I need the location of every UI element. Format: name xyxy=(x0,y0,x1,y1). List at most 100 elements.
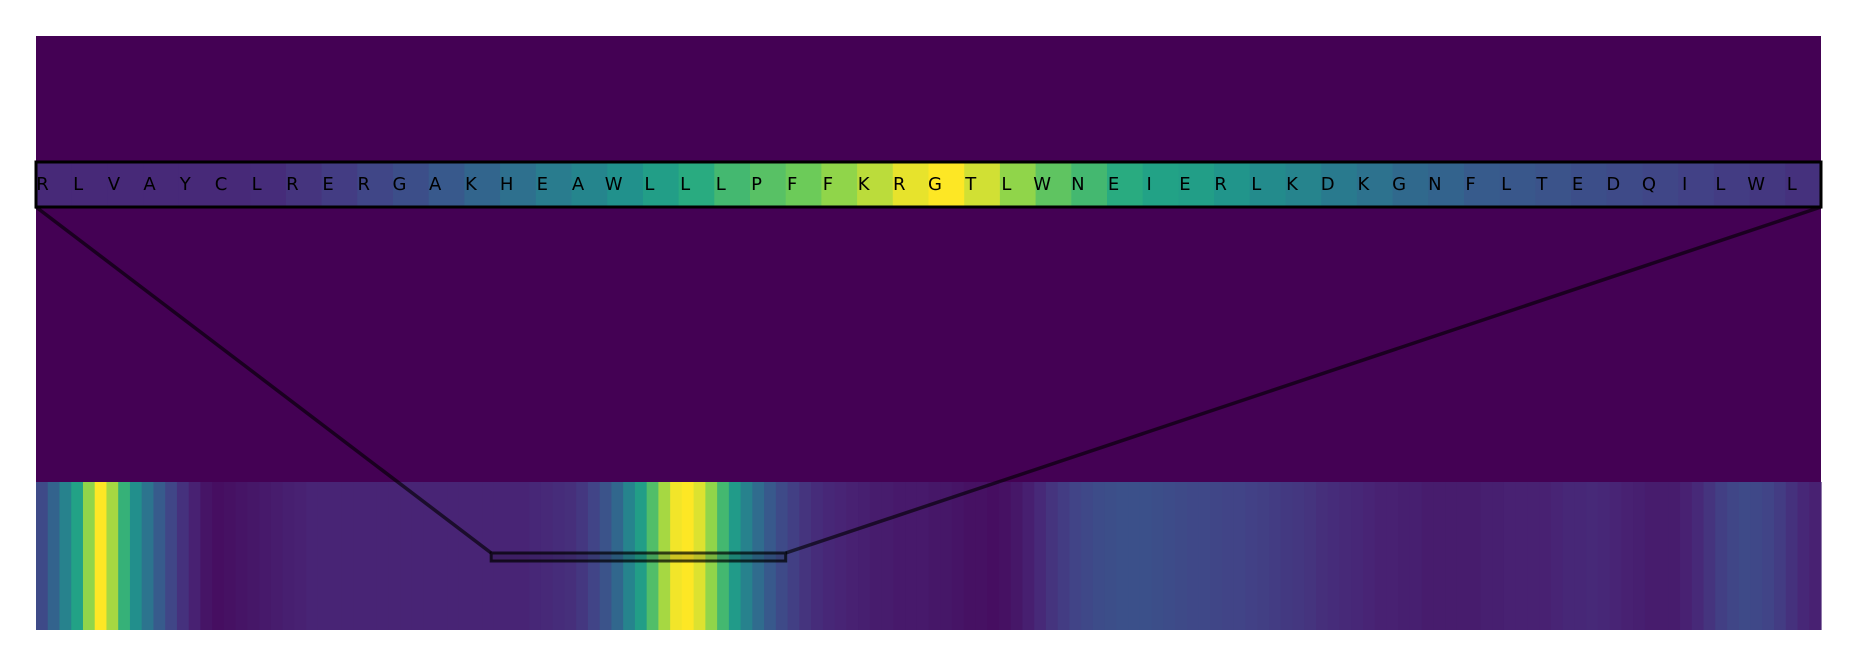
overview-cell xyxy=(611,482,624,630)
overview-cell xyxy=(1503,482,1517,630)
overview-cell xyxy=(717,482,730,630)
zoom-cell xyxy=(500,162,537,207)
zoom-cell xyxy=(928,162,965,207)
zoom-annotations xyxy=(34,160,1823,563)
zoom-cell xyxy=(1285,162,1322,207)
overview-cell xyxy=(564,482,577,630)
residue-label: Y xyxy=(179,174,192,195)
residue-label: L xyxy=(1501,174,1512,195)
overview-cell xyxy=(71,482,84,630)
residue-label: W xyxy=(1033,174,1052,195)
overview-cell xyxy=(47,482,61,630)
zoom-cell xyxy=(250,162,287,207)
overview-cell xyxy=(1539,482,1552,630)
overview-cell xyxy=(1550,482,1564,630)
overview-cell xyxy=(1703,482,1716,630)
residue-label: N xyxy=(1071,174,1085,195)
overview-cell xyxy=(376,482,389,630)
overview-cell xyxy=(1280,482,1294,630)
residue-label: L xyxy=(73,174,84,195)
zoom-cell xyxy=(571,162,608,207)
zoom-cell xyxy=(1142,162,1179,207)
residue-label: P xyxy=(751,174,763,195)
zoom-cell xyxy=(714,162,751,207)
overview-cell xyxy=(1715,482,1728,630)
overview-cell xyxy=(1809,482,1822,630)
overview-cell xyxy=(916,482,930,630)
zoom-cell xyxy=(1749,162,1786,207)
overview-cell xyxy=(1633,482,1646,630)
zoom-cell xyxy=(1464,162,1501,207)
overview-cell xyxy=(1492,482,1505,630)
overview-cell xyxy=(1574,482,1587,630)
zoom-cell xyxy=(821,162,858,207)
overview-cell xyxy=(1586,482,1599,630)
residue-label: F xyxy=(823,174,834,195)
residue-label: K xyxy=(465,174,478,195)
residue-label: W xyxy=(1747,174,1766,195)
zoom-cell xyxy=(1713,162,1751,207)
residue-label: F xyxy=(787,174,798,195)
overview-cell xyxy=(646,482,660,630)
overview-cell xyxy=(905,482,918,630)
overview-cell xyxy=(1010,482,1024,630)
overview-cell xyxy=(1022,482,1035,630)
overview-cell xyxy=(1609,482,1622,630)
residue-label: E xyxy=(1179,174,1191,195)
overview-cell xyxy=(1644,482,1658,630)
overview-cell xyxy=(388,482,401,630)
overview-cell xyxy=(400,482,413,630)
residue-label: R xyxy=(1214,174,1228,195)
zoom-cell xyxy=(428,162,465,207)
overview-cell xyxy=(353,482,366,630)
zoom-cell xyxy=(785,162,822,207)
residue-label: G xyxy=(1392,174,1407,195)
overview-cell xyxy=(1597,482,1611,630)
residue-label: L xyxy=(1715,174,1726,195)
overview-cell xyxy=(317,482,331,630)
residue-label: K xyxy=(1357,174,1370,195)
overview-cell xyxy=(1257,482,1270,630)
residue-label: H xyxy=(500,174,515,195)
overview-cell xyxy=(1409,482,1423,630)
overview-cell xyxy=(728,482,742,630)
zoom-cell xyxy=(1678,162,1715,207)
overview-cell xyxy=(235,482,248,630)
overview-cell xyxy=(775,482,789,630)
overview-cell xyxy=(1421,482,1435,630)
overview-cell xyxy=(928,482,941,630)
zoom-cell xyxy=(857,162,894,207)
overview-cell xyxy=(1621,482,1634,630)
residue-label: T xyxy=(1535,174,1548,195)
overview-cell xyxy=(975,482,988,630)
overview-cell xyxy=(811,482,824,630)
residue-label: Q xyxy=(1642,174,1657,195)
zoom-window-box xyxy=(489,551,788,563)
overview-cell xyxy=(200,482,213,630)
overview-cell xyxy=(447,482,460,630)
overview-cell xyxy=(1351,482,1364,630)
overview-cell xyxy=(1527,482,1540,630)
overview-cell xyxy=(1738,482,1752,630)
overview-cell xyxy=(529,482,542,630)
residue-label: R xyxy=(358,174,372,195)
overview-cell xyxy=(1363,482,1376,630)
zoom-cell xyxy=(1642,162,1679,207)
residue-label: A xyxy=(143,174,156,195)
residue-label: L xyxy=(1787,174,1798,195)
residue-label: L xyxy=(644,174,655,195)
overview-cell xyxy=(1151,482,1164,630)
overview-cell xyxy=(681,482,695,630)
connector-line-left xyxy=(34,205,493,555)
zoom-cell xyxy=(1356,162,1394,207)
overview-cell xyxy=(822,482,836,630)
overview-cell xyxy=(329,482,342,630)
residue-label: G xyxy=(928,174,943,195)
overview-cell xyxy=(858,482,871,630)
overview-cell xyxy=(1456,482,1470,630)
zoom-cell xyxy=(535,162,573,207)
overview-cell xyxy=(623,482,636,630)
overview-cell xyxy=(505,482,519,630)
